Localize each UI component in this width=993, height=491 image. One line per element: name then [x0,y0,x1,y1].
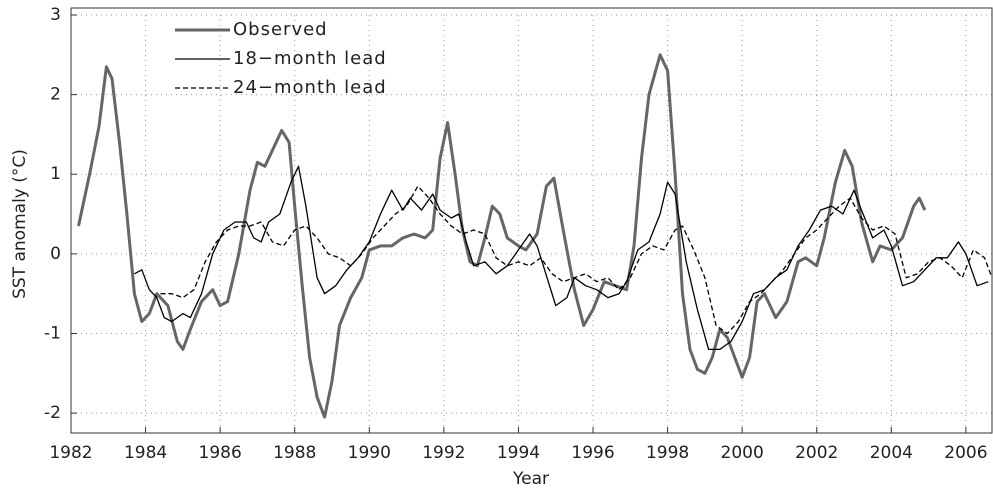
x-tick-label: 2004 [870,443,913,463]
x-tick-label: 1994 [497,443,540,463]
series-line [160,185,993,335]
y-axis-label: SST anomaly (°C) [10,149,30,299]
series-line [134,165,989,351]
legend-label: 18−month lead [233,48,387,69]
x-tick-label: 1998 [646,443,689,463]
legend-label: 24−month lead [233,77,387,98]
x-tick-label: 1988 [273,443,316,463]
plot-frame [70,7,993,434]
series-line [77,53,927,419]
x-tick-label: 1992 [422,443,465,463]
legend-label: Observed [233,19,328,40]
x-tick-label: 1986 [199,443,242,463]
x-tick-label: 1990 [348,443,391,463]
y-tick-label: 3 [50,5,61,25]
x-tick-label: 2002 [795,443,838,463]
x-tick-label: 1984 [124,443,167,463]
x-tick-label: 2000 [721,443,764,463]
x-tick-label: 2006 [944,443,987,463]
y-tick-label: 0 [50,244,61,264]
y-tick-label: 2 [50,85,61,105]
x-axis-label: Year [512,469,549,489]
x-tick-label: 1982 [49,443,92,463]
x-tick-label: 1996 [571,443,614,463]
y-tick-label: -2 [44,403,61,423]
y-tick-label: -1 [44,323,61,343]
y-tick-label: 1 [50,164,61,184]
